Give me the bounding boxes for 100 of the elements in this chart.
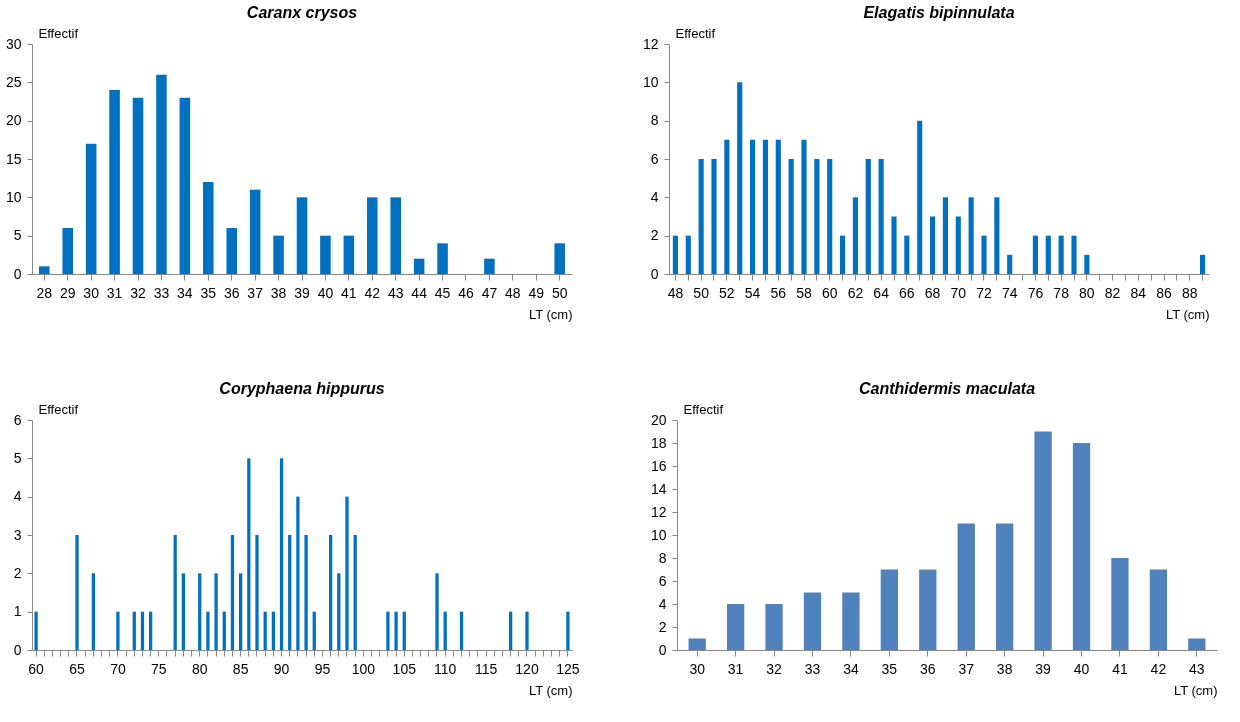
x-tick-label: 42 xyxy=(364,284,381,301)
y-tick-label: 5 xyxy=(13,449,22,466)
y-tick-label: 18 xyxy=(650,434,667,451)
bar xyxy=(271,611,275,650)
x-tick-label: 36 xyxy=(223,284,240,301)
y-tick-label: 2 xyxy=(650,227,659,244)
x-tick-label: 60 xyxy=(28,660,45,677)
x-tick-label: 50 xyxy=(551,284,568,301)
bar xyxy=(711,159,717,274)
bar xyxy=(880,569,898,650)
y-tick-label: 0 xyxy=(658,641,667,658)
bar xyxy=(279,458,284,650)
bar xyxy=(247,458,251,650)
bar xyxy=(62,228,73,274)
bar xyxy=(724,139,730,274)
bar xyxy=(437,243,448,274)
x-tick-label: 29 xyxy=(59,284,76,301)
x-tick-label: 38 xyxy=(270,284,287,301)
y-tick-label: 2 xyxy=(658,618,667,635)
x-tick-label: 34 xyxy=(843,660,859,677)
x-tick-label: 58 xyxy=(796,284,812,301)
bar xyxy=(919,569,937,650)
bar xyxy=(91,573,95,650)
bar xyxy=(203,182,214,274)
x-axis-title: LT (cm) xyxy=(1165,306,1210,322)
x-tick-label: 80 xyxy=(191,660,208,677)
x-tick-label: 48 xyxy=(505,284,521,301)
bar xyxy=(566,611,570,650)
bar xyxy=(75,535,79,650)
bar xyxy=(320,235,331,274)
bar xyxy=(726,604,745,650)
y-tick-label: 8 xyxy=(650,112,659,129)
x-tick-label: 49 xyxy=(528,284,545,301)
bar xyxy=(775,139,781,274)
x-tick-label: 88 xyxy=(1181,284,1198,301)
x-tick-label: 84 xyxy=(1130,284,1147,301)
bar xyxy=(179,97,191,274)
y-tick-label: 0 xyxy=(13,265,22,282)
x-tick-label: 28 xyxy=(36,284,53,301)
bar xyxy=(214,573,218,650)
bar xyxy=(842,592,860,650)
x-tick-label: 80 xyxy=(1079,284,1095,301)
x-tick-label: 115 xyxy=(474,660,498,677)
x-tick-label: 33 xyxy=(804,660,821,677)
bar xyxy=(1084,254,1090,274)
x-tick-label: 66 xyxy=(899,284,915,301)
bar xyxy=(1058,235,1064,274)
x-tick-label: 37 xyxy=(247,284,264,301)
x-tick-label: 32 xyxy=(766,660,783,677)
bar xyxy=(273,235,284,274)
bar xyxy=(149,611,153,650)
y-tick-label: 1 xyxy=(13,603,22,620)
bar xyxy=(353,535,357,650)
x-tick-label: 41 xyxy=(1112,660,1128,677)
x-tick-label: 42 xyxy=(1150,660,1167,677)
bar xyxy=(198,573,202,650)
x-axis-title: LT (cm) xyxy=(1173,682,1218,698)
bar xyxy=(672,235,678,274)
bar xyxy=(390,197,401,274)
bar xyxy=(296,496,300,650)
x-tick-label: 48 xyxy=(667,284,684,301)
y-tick-label: 6 xyxy=(650,150,659,167)
y-tick-label: 6 xyxy=(658,572,667,589)
bar xyxy=(140,611,145,650)
y-tick-label: 20 xyxy=(5,112,22,129)
y-tick-label: 12 xyxy=(650,503,667,520)
y-axis-title: Effectif xyxy=(675,25,716,41)
bar xyxy=(402,611,406,650)
y-tick-label: 4 xyxy=(658,595,667,612)
x-tick-label: 120 xyxy=(515,660,539,677)
bar xyxy=(413,258,425,274)
bar xyxy=(206,611,210,650)
bar xyxy=(1111,558,1129,650)
bar xyxy=(865,159,871,274)
x-tick-label: 40 xyxy=(1073,660,1090,677)
bar xyxy=(1072,443,1091,650)
y-tick-label: 10 xyxy=(5,188,22,205)
x-tick-label: 30 xyxy=(83,284,100,301)
x-tick-label: 100 xyxy=(351,660,376,677)
bar xyxy=(957,523,975,650)
x-tick-label: 35 xyxy=(200,284,217,301)
x-tick-label: 54 xyxy=(744,284,761,301)
x-tick-label: 70 xyxy=(110,660,126,677)
x-tick-label: 30 xyxy=(689,660,706,677)
y-tick-label: 8 xyxy=(658,549,667,566)
bar xyxy=(996,523,1014,650)
x-axis-title: LT (cm) xyxy=(528,682,573,698)
bar xyxy=(840,235,846,274)
x-tick-label: 33 xyxy=(153,284,170,301)
bar xyxy=(367,197,378,274)
bar xyxy=(345,496,349,650)
x-tick-label: 34 xyxy=(177,284,193,301)
x-tick-label: 43 xyxy=(387,284,404,301)
x-tick-label: 110 xyxy=(434,660,457,677)
bar xyxy=(525,611,529,650)
bar xyxy=(685,235,691,274)
bar xyxy=(801,139,807,274)
x-tick-label: 31 xyxy=(727,660,744,677)
x-tick-label: 46 xyxy=(458,284,474,301)
chart-title: Canthidermis maculata xyxy=(858,380,1036,397)
